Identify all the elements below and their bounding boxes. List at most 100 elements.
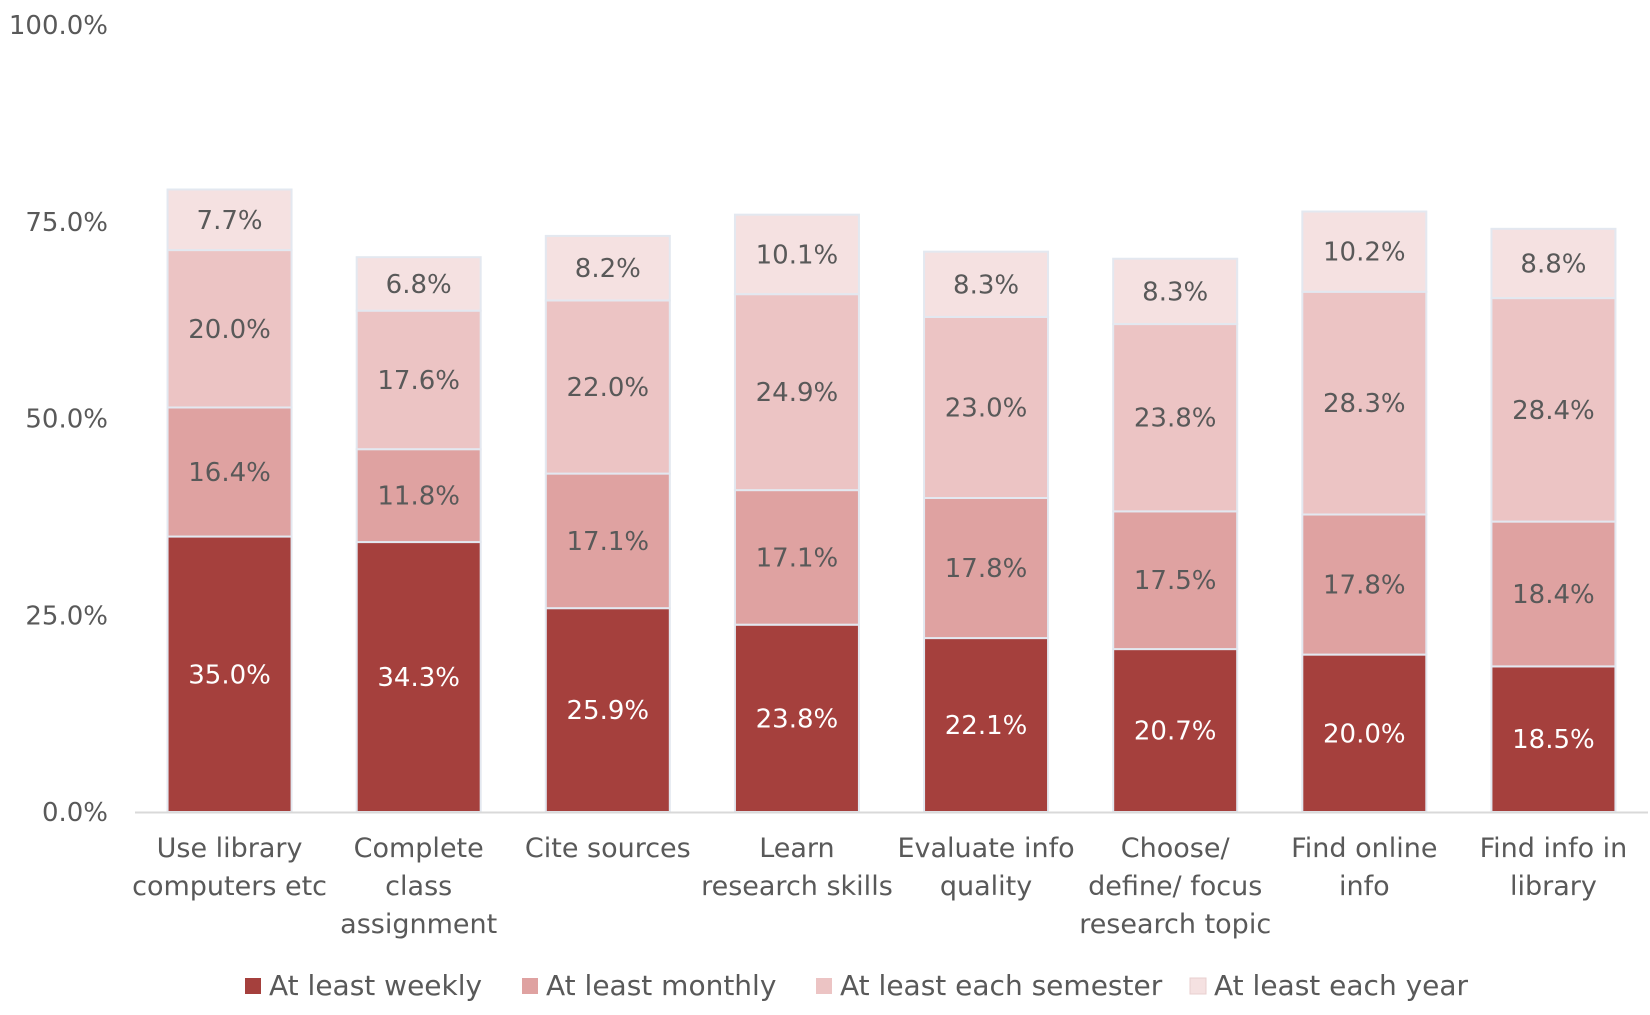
data-label: 34.3% (377, 663, 460, 693)
bar-segment (1301, 513, 1428, 656)
bar-segment (355, 309, 482, 451)
bar-segment (1301, 290, 1428, 516)
x-tick-label-line: Choose/ (1121, 833, 1231, 864)
bar-segment (733, 293, 860, 492)
x-tick-label-line: research topic (1079, 909, 1271, 940)
x-tick-label: Choose/define/ focus research topic (1079, 833, 1271, 940)
bar-segment (166, 535, 293, 813)
legend-label: At least weekly (269, 969, 482, 1002)
x-tick-label-line: define/ focus (1088, 871, 1262, 902)
data-label: 28.4% (1512, 396, 1595, 426)
x-tick-label-line: computers etc (132, 871, 327, 902)
x-tick-label: Use library computers etc (132, 833, 327, 902)
data-label: 7.7% (197, 206, 263, 236)
x-axis-ticks: Use library computers etc Complete class ass… (132, 833, 1627, 940)
x-tick-label-line: Learn (759, 833, 834, 864)
bar-segment (544, 299, 671, 475)
legend-label: At least each semester (840, 969, 1163, 1002)
bar-segment (166, 406, 293, 538)
data-label: 20.0% (1323, 719, 1406, 749)
data-label: 28.3% (1323, 389, 1406, 419)
bar-segment (923, 250, 1050, 318)
data-label: 16.4% (188, 458, 271, 488)
x-tick-label-line: Evaluate info (897, 833, 1074, 864)
x-tick-label-line: Complete (354, 833, 484, 864)
data-label: 17.5% (1134, 566, 1217, 596)
y-axis-ticks: 0.0% 25.0% 50.0% 75.0% 100.0% (9, 11, 108, 828)
data-label: 10.1% (756, 240, 839, 270)
legend-swatch (522, 978, 538, 994)
data-label: 17.6% (377, 366, 460, 396)
data-label: 18.5% (1512, 725, 1595, 755)
x-tick-label: Find info in library (1480, 833, 1628, 902)
data-label: 17.1% (567, 527, 650, 557)
bar-segment (1112, 257, 1239, 326)
bar-segment (1301, 210, 1428, 293)
data-label: 10.2% (1323, 238, 1406, 268)
x-tick-label: Find online info (1291, 833, 1437, 902)
x-tick-label-line: class (385, 871, 452, 902)
y-tick-label: 100.0% (9, 11, 108, 41)
bar-segment (733, 213, 860, 296)
bar-segment (544, 472, 671, 610)
data-label: 23.8% (1134, 404, 1217, 434)
data-label: 18.4% (1512, 580, 1595, 610)
data-label: 6.8% (386, 270, 452, 300)
data-label: 17.1% (756, 543, 839, 573)
x-tick-label-line: assignment (340, 909, 497, 940)
bar-segment (923, 315, 1050, 499)
y-tick-label: 25.0% (25, 601, 108, 631)
bar-segment (1301, 653, 1428, 813)
bar-segment (1112, 323, 1239, 513)
y-tick-label: 50.0% (25, 405, 108, 435)
data-label: 23.0% (945, 393, 1028, 423)
legend-label: At least monthly (546, 969, 776, 1002)
bar-segment (923, 496, 1050, 640)
bar-segment (1112, 648, 1239, 813)
bar-segment (355, 541, 482, 814)
bar-segment (1490, 665, 1617, 814)
bar-segment (1490, 520, 1617, 668)
data-label: 8.3% (953, 270, 1019, 300)
legend: At least weekly At least monthly At least … (245, 969, 1469, 1002)
x-tick-label-line: Find online (1291, 833, 1437, 864)
legend-swatch (1189, 977, 1207, 995)
bar-segment (355, 256, 482, 312)
legend-swatch (245, 978, 261, 994)
x-tick-label-line: library (1510, 871, 1597, 902)
x-tick-label-line: info (1339, 871, 1390, 902)
x-tick-label: Learn research skills (701, 833, 893, 902)
data-label: 24.9% (756, 378, 839, 408)
x-tick-label-line: Cite sources (525, 833, 691, 864)
data-label: 25.9% (567, 696, 650, 726)
bars: 35.0% 16.4% 20.0% 7.7% 34.3% 11.8% 17.6% 6.8% 25… (166, 188, 1617, 814)
bar-segment (733, 623, 860, 813)
data-label: 8.8% (1520, 249, 1586, 279)
x-tick-label-line: quality (940, 871, 1032, 902)
y-tick-label: 0.0% (42, 798, 108, 828)
bar-segment (544, 234, 671, 302)
x-tick-label: Complete class assignment (340, 833, 497, 940)
data-label: 22.0% (567, 373, 650, 403)
data-label: 8.3% (1142, 277, 1208, 307)
x-tick-label: Cite sources (525, 833, 691, 864)
data-label: 22.1% (945, 711, 1028, 741)
x-tick-label-line: research skills (701, 871, 893, 902)
bar-segment (923, 637, 1050, 813)
legend-label: At least each year (1214, 969, 1469, 1002)
bar-segment (355, 448, 482, 544)
data-label: 20.7% (1134, 717, 1217, 747)
data-label: 35.0% (188, 660, 271, 690)
data-label: 11.8% (377, 482, 460, 512)
x-tick-label: Evaluate info quality (897, 833, 1074, 902)
data-label: 20.0% (188, 315, 271, 345)
data-label: 17.8% (1323, 571, 1406, 601)
bar-segment (166, 188, 293, 252)
data-label: 23.8% (756, 704, 839, 734)
data-label: 8.2% (575, 254, 641, 284)
bar-segment (1490, 227, 1617, 300)
y-tick-label: 75.0% (25, 208, 108, 238)
x-tick-label-line: Find info in (1480, 833, 1628, 864)
legend-swatch (816, 978, 832, 994)
